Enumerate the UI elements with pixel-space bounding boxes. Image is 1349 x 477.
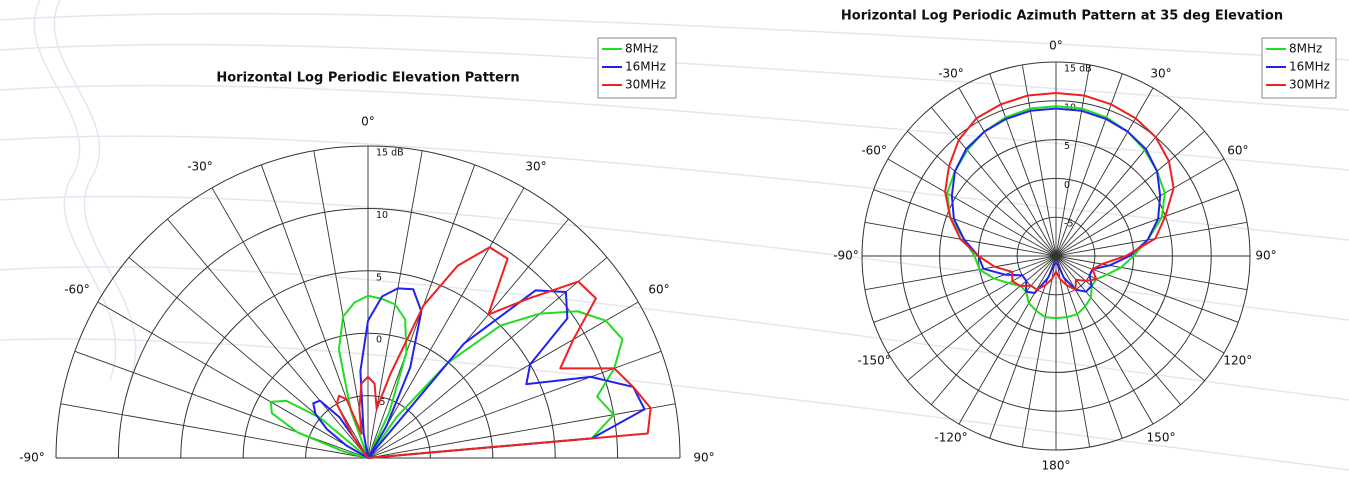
theta-tick-label: 120° [1223,354,1252,368]
theta-tick-label: 30° [1150,67,1171,81]
theta-tick-label: -30° [938,67,964,81]
legend: 8MHz 16MHz 30MHz [1262,38,1336,98]
pattern-line [313,288,644,458]
theta-tick-label: -150° [858,354,891,368]
chart: -5 0 5 10 15 dB -90° -60° -30° 0° 30° 60° 90° Horizo… [0,0,1349,477]
theta-tick-label: -90° [19,451,45,465]
legend-label: 30MHz [625,78,666,92]
theta-tick-label: -60° [861,144,887,158]
theta-tick-label: -120° [934,430,967,444]
chart-title: Horizontal Log Periodic Elevation Patter… [216,71,519,86]
theta-tick-label: 90° [693,451,714,465]
theta-tick-label: 0° [1049,39,1063,53]
legend-label: 8MHz [1289,42,1322,56]
pattern-line [271,296,623,458]
legend: 8MHz 16MHz 30MHz [598,38,676,98]
theta-tick-label: 90° [1255,249,1276,263]
theta-tick-label: -30° [187,160,213,174]
theta-tick-label: -60° [64,283,90,297]
r-tick-label: 15 dB [1064,64,1092,75]
r-tick-label: 5 [376,272,382,283]
theta-tick-label: 180° [1042,459,1071,473]
spoke [167,219,368,458]
theta-tick-label: 30° [525,160,546,174]
theta-tick-label: 60° [648,283,669,297]
chart-title: Horizontal Log Periodic Azimuth Pattern … [841,9,1283,24]
r-tick-label: 0 [1064,180,1070,191]
theta-tick-label: 0° [361,115,375,129]
legend-label: 8MHz [625,42,658,56]
legend-label: 30MHz [1289,78,1330,92]
r-tick-label: 10 [376,210,388,221]
r-tick-label: 5 [1064,141,1070,152]
r-tick-label: -5 [1064,219,1073,230]
legend-label: 16MHz [625,60,666,74]
r-tick-label: 15 dB [376,148,404,159]
theta-tick-label: -90° [833,249,859,263]
theta-tick-label: 150° [1147,430,1176,444]
legend-label: 16MHz [1289,60,1330,74]
r-tick-label: 0 [376,335,382,346]
theta-tick-label: 60° [1227,144,1248,158]
